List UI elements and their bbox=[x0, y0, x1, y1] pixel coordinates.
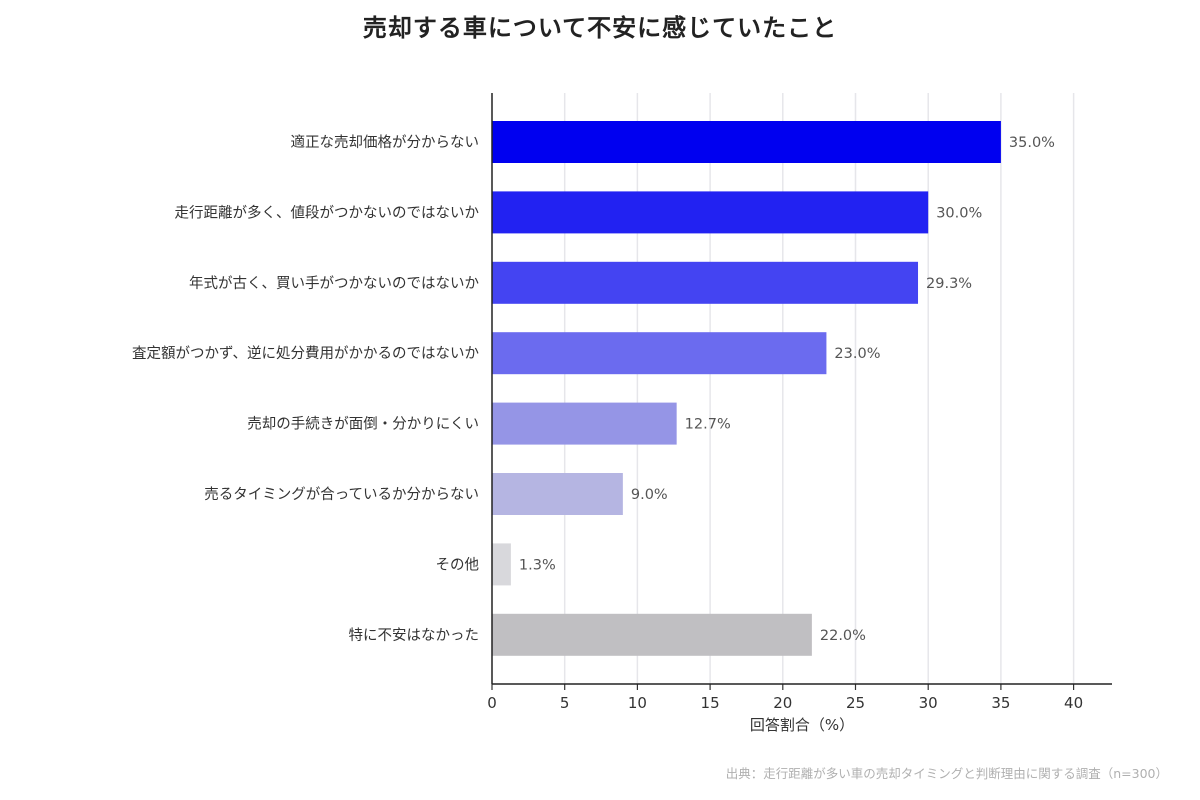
category-label: 適正な売却価格が分からない bbox=[291, 133, 480, 151]
x-tick-label: 15 bbox=[701, 694, 720, 712]
data-label: 30.0% bbox=[936, 205, 982, 221]
data-label: 9.0% bbox=[631, 487, 668, 503]
category-label: 年式が古く、買い手がつかないのではないか bbox=[189, 275, 479, 292]
category-label: 売るタイミングが合っているか分からない bbox=[204, 486, 479, 503]
data-label: 22.0% bbox=[820, 628, 866, 644]
value-labels: 35.0% 30.0% 29.3% 23.0% 12.7% 9.0% 1.3% 22.0% bbox=[519, 135, 1055, 644]
category-label: 特に不安はなかった bbox=[349, 627, 480, 644]
x-tick-label: 25 bbox=[846, 694, 865, 712]
data-label: 23.0% bbox=[834, 346, 880, 362]
category-label: 売却の手続きが面倒・分かりにくい bbox=[247, 416, 479, 433]
bar bbox=[492, 473, 623, 515]
x-tick-label: 10 bbox=[628, 694, 647, 712]
category-label: 走行距離が多く、値段がつかないのではないか bbox=[175, 203, 480, 221]
data-label: 12.7% bbox=[685, 417, 731, 433]
x-tick-label: 20 bbox=[773, 694, 792, 712]
bar bbox=[492, 543, 511, 586]
grid-lines bbox=[563, 93, 1075, 684]
x-tick-label: 35 bbox=[991, 694, 1010, 712]
bars bbox=[492, 121, 1001, 656]
x-tick-label: 30 bbox=[919, 694, 938, 712]
category-label: その他 bbox=[436, 556, 480, 573]
bar bbox=[492, 402, 677, 445]
chart-title: 売却する車について不安に感じていたこと bbox=[362, 14, 838, 42]
data-label: 1.3% bbox=[519, 557, 556, 573]
source-note: 出典：走行距離が多い車の売却タイミングと判断理由に関する調査（n=300） bbox=[725, 766, 1168, 781]
x-tick-label: 40 bbox=[1064, 694, 1083, 712]
bar bbox=[492, 191, 929, 234]
bar bbox=[492, 332, 827, 375]
bar bbox=[492, 613, 812, 656]
axes: 0 5 10 15 20 25 30 35 40 bbox=[487, 93, 1112, 712]
data-label: 29.3% bbox=[926, 276, 972, 292]
bar bbox=[492, 121, 1001, 163]
x-tick-label: 5 bbox=[560, 694, 570, 712]
data-label: 35.0% bbox=[1009, 135, 1055, 151]
x-axis-label: 回答割合（%） bbox=[750, 716, 854, 734]
category-label: 査定額がつかず、逆に処分費用がかかるのではないか bbox=[132, 345, 479, 362]
x-tick-label: 0 bbox=[487, 694, 497, 712]
category-labels: 適正な売却価格が分からない走行距離が多く、値段がつかないのではないか年式が古く、… bbox=[132, 133, 479, 644]
bar bbox=[492, 261, 919, 304]
